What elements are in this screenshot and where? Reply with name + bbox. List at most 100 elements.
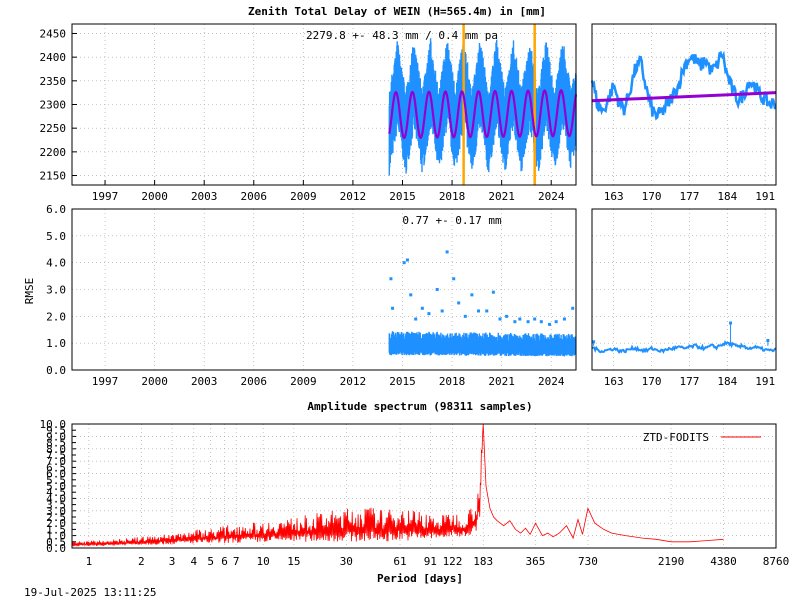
rmse-recent-x-tick-label: 177 bbox=[679, 375, 699, 388]
rmse-outlier-point bbox=[513, 320, 517, 324]
rmse-outlier-point bbox=[539, 320, 543, 324]
spectrum-x-tick-label: 183 bbox=[473, 555, 493, 568]
spectrum-x-tick-label: 365 bbox=[526, 555, 546, 568]
rmse-x-tick-label: 2021 bbox=[488, 375, 515, 388]
rmse-outlier-point bbox=[409, 293, 413, 297]
spectrum-y-tick-label: 5.5 bbox=[46, 474, 66, 487]
ztd-x-tick-label: 2018 bbox=[439, 190, 466, 203]
spectrum-y-tick-label: 6.0 bbox=[46, 468, 66, 481]
spectrum-y-tick-label: 10.0 bbox=[40, 418, 67, 431]
rmse-x-tick-label: 2003 bbox=[191, 375, 218, 388]
spectrum-x-tick-label: 91 bbox=[424, 555, 437, 568]
rmse-recent-line bbox=[591, 340, 777, 355]
rmse-recent-panel: 163 170 177 184 191 bbox=[591, 208, 777, 388]
spectrum-y-tick-label: 1.0 bbox=[46, 530, 66, 543]
ztd-recent-x-tick-label: 184 bbox=[717, 190, 737, 203]
spectrum-x-tick-label: 4380 bbox=[710, 555, 737, 568]
spectrum-x-tick-label: 5 bbox=[207, 555, 214, 568]
ztd-x-tick-label: 2000 bbox=[141, 190, 168, 203]
spectrum-y-tick-label: 7.5 bbox=[46, 449, 66, 462]
ztd-y-tick-label: 2300 bbox=[40, 99, 67, 112]
ztd-long-frame bbox=[71, 23, 577, 186]
rmse-recent-outlier-point bbox=[592, 340, 596, 344]
rmse-outlier-point bbox=[452, 277, 456, 281]
spectrum-y-tick-label: 3.0 bbox=[46, 505, 66, 518]
rmse-recent-x-tick-label: 184 bbox=[717, 375, 737, 388]
ztd-recent-x-tick-label: 170 bbox=[642, 190, 662, 203]
rmse-outlier-point bbox=[554, 320, 558, 324]
rmse-outlier-point bbox=[457, 301, 461, 305]
rmse-outlier-point bbox=[571, 306, 575, 310]
spectrum-x-tick-label: 4 bbox=[191, 555, 198, 568]
ztd-x-tick-label: 2021 bbox=[488, 190, 515, 203]
rmse-y-tick-label: 2.0 bbox=[46, 310, 66, 323]
rmse-x-tick-label: 2006 bbox=[241, 375, 268, 388]
rmse-outlier-point bbox=[427, 312, 431, 316]
spectrum-x-tick-label: 3 bbox=[169, 555, 176, 568]
rmse-recent-x-tick-label: 191 bbox=[755, 375, 775, 388]
rmse-outlier-point bbox=[548, 322, 552, 326]
rmse-outlier-point bbox=[518, 317, 522, 321]
ztd-x-tick-label: 2006 bbox=[241, 190, 268, 203]
ztd-annotation: 2279.8 +- 48.3 mm / 0.4 mm pa bbox=[306, 29, 498, 42]
ztd-y-tick-label: 2150 bbox=[40, 170, 67, 183]
ztd-recent-model-line bbox=[591, 91, 777, 103]
rmse-outlier-point bbox=[485, 309, 489, 313]
rmse-outlier-point bbox=[463, 314, 467, 318]
spectrum-x-tick-label: 730 bbox=[578, 555, 598, 568]
rmse-points bbox=[388, 331, 577, 357]
rmse-outlier-point bbox=[491, 290, 495, 294]
rmse-axis-label: RMSE bbox=[23, 278, 36, 305]
rmse-y-tick-label: 0.0 bbox=[46, 364, 66, 377]
spectrum-y-tick-label: 5.0 bbox=[46, 480, 66, 493]
rmse-x-tick-label: 2015 bbox=[389, 375, 416, 388]
spectrum-y-tick-label: 4.0 bbox=[46, 492, 66, 505]
ztd-recent-x-tick-label: 191 bbox=[755, 190, 775, 203]
ztd-x-tick-label: 2015 bbox=[389, 190, 416, 203]
spectrum-x-tick-label: 6 bbox=[221, 555, 228, 568]
ztd-recent-x-tick-label: 177 bbox=[679, 190, 699, 203]
rmse-x-tick-label: 1997 bbox=[92, 375, 119, 388]
rmse-outlier-point bbox=[402, 261, 406, 265]
rmse-outlier-point bbox=[414, 317, 418, 321]
ztd-seasonal-model-line bbox=[388, 88, 578, 140]
rmse-outlier-point bbox=[533, 317, 537, 321]
rmse-long-frame bbox=[71, 208, 577, 371]
spectrum-y-tick-label: 3.5 bbox=[46, 499, 66, 512]
ztd-long-panel: 1997 2000 2003 2006 2009 2012 2015 2018 2021 2024… bbox=[40, 23, 578, 203]
rmse-recent-frame bbox=[591, 208, 777, 371]
spectrum-x-tick-label: 2190 bbox=[658, 555, 685, 568]
spectrum-y-tick-label: 0.0 bbox=[46, 542, 66, 555]
spectrum-x-tick-label: 2 bbox=[138, 555, 145, 568]
ztd-x-tick-label: 2024 bbox=[538, 190, 565, 203]
spectrum-frame bbox=[71, 423, 777, 549]
rmse-recent-outlier-point bbox=[729, 321, 733, 325]
rmse-y-tick-label: 1.0 bbox=[46, 337, 66, 350]
rmse-y-tick-label: 3.0 bbox=[46, 284, 66, 297]
spectrum-x-tick-label: 10 bbox=[257, 555, 270, 568]
rmse-recent-x-tick-label: 163 bbox=[604, 375, 624, 388]
spectrum-x-tick-label: 30 bbox=[340, 555, 353, 568]
rmse-x-tick-label: 2024 bbox=[538, 375, 565, 388]
rmse-outlier-point bbox=[505, 314, 509, 318]
spectrum-x-tick-label: 7 bbox=[233, 555, 240, 568]
spectrum-y-tick-label: 1.5 bbox=[46, 523, 66, 536]
spectrum-x-tick-label: 61 bbox=[393, 555, 406, 568]
spectrum-legend-label: ZTD-FODITS bbox=[643, 431, 709, 444]
spectrum-x-tick-label: 122 bbox=[443, 555, 463, 568]
rmse-long-panel: 1997 2000 2003 2006 2009 2012 2015 2018 2021 2024… bbox=[46, 203, 577, 388]
rmse-x-tick-label: 2018 bbox=[439, 375, 466, 388]
ztd-chart-title: Zenith Total Delay of WEIN (H=565.4m) in… bbox=[248, 5, 546, 18]
rmse-y-tick-label: 6.0 bbox=[46, 203, 66, 216]
spectrum-y-tick-label: 8.5 bbox=[46, 437, 66, 450]
ztd-recent-panel: 163 170 177 184 191 bbox=[590, 23, 777, 203]
spectrum-y-tick-label: 6.5 bbox=[46, 461, 66, 474]
rmse-outlier-point bbox=[477, 309, 481, 313]
rmse-outlier-point bbox=[440, 309, 444, 313]
spectrum-x-tick-label: 1 bbox=[86, 555, 93, 568]
rmse-outlier-point bbox=[420, 306, 424, 310]
rmse-annotation: 0.77 +- 0.17 mm bbox=[402, 214, 502, 227]
ztd-x-tick-label: 2003 bbox=[191, 190, 218, 203]
rmse-x-tick-label: 2009 bbox=[290, 375, 317, 388]
